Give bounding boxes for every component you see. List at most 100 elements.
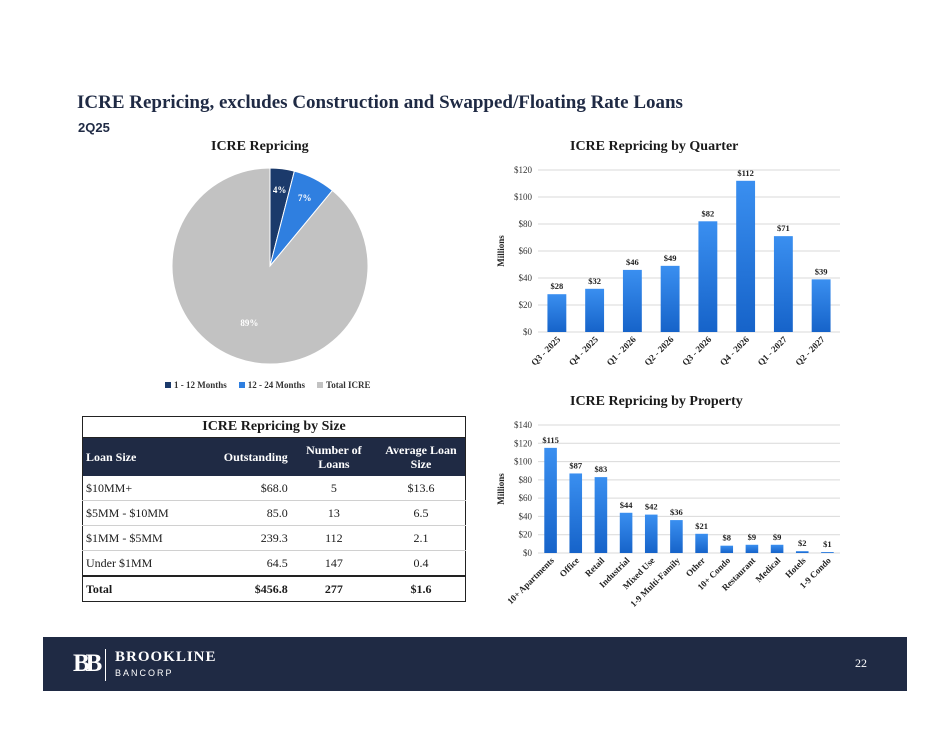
y-tick-label: $60 [519, 246, 533, 256]
bar-data-label: $36 [670, 507, 683, 517]
bar-q1-2026 [622, 269, 642, 332]
x-tick-label: Q4 - 2025 [567, 334, 601, 368]
pie-data-label: 89% [240, 318, 258, 328]
y-tick-label: $40 [519, 511, 533, 521]
cell-total-number-of-loans: 277 [290, 575, 377, 602]
pie-data-label: 4% [273, 185, 287, 195]
table-header-row: Loan Size Outstanding Number of Loans Av… [82, 437, 466, 476]
bar-data-label: $71 [777, 223, 790, 233]
cell-number-of-loans: 13 [290, 500, 377, 526]
bar-data-label: $112 [737, 168, 754, 178]
bar-data-label: $49 [664, 253, 677, 263]
bar-data-label: $44 [620, 500, 634, 510]
cell-outstanding: 85.0 [196, 500, 291, 526]
table-row: Under $1MM 64.5 147 0.4 [82, 550, 466, 577]
legend-swatch-icon [238, 382, 245, 388]
logo-divider [105, 649, 106, 681]
y-tick-label: $100 [514, 192, 533, 202]
col-header-loan-size: Loan Size [82, 437, 197, 476]
col-header-outstanding: Outstanding [196, 437, 291, 476]
bar-data-label: $42 [645, 502, 658, 512]
table-row: $10MM+ $68.0 5 $13.6 [82, 476, 466, 501]
bar-data-label: $39 [815, 266, 828, 276]
bar-mixed-use [644, 514, 658, 553]
bar-office [569, 473, 583, 553]
y-tick-label: $120 [514, 165, 533, 175]
cell-average-loan-size: 2.1 [376, 525, 466, 551]
bar-q3-2025 [547, 294, 567, 332]
cell-outstanding: $68.0 [196, 476, 291, 501]
bar-data-label: $46 [626, 257, 639, 267]
legend-label: Total ICRE [326, 380, 371, 390]
company-subname: BANCORP [115, 668, 174, 678]
table-total-row: Total $456.8 277 $1.6 [82, 575, 466, 602]
bar-1-9-condo [821, 552, 834, 553]
y-tick-label: $100 [514, 457, 533, 467]
bar-data-label: $115 [542, 435, 559, 445]
quarter-bar-chart: $0 $20 $40 $60 $80 $100 $120 Millions $28 Q3 - 20… [496, 165, 840, 368]
cell-outstanding: 64.5 [196, 550, 291, 577]
y-tick-label: $120 [514, 438, 533, 448]
period-subtitle: 2Q25 [78, 120, 110, 135]
bar-10-condo [720, 545, 734, 553]
bar-medical [770, 544, 784, 553]
size-table: ICRE Repricing by Size Loan Size Outstan… [82, 416, 466, 602]
table-row: $5MM - $10MM 85.0 13 6.5 [82, 500, 466, 526]
legend-item-total-icre: Total ICRE [317, 380, 370, 390]
pie-slice-total-icre [171, 167, 369, 365]
x-tick-label: Q3 - 2026 [680, 334, 714, 368]
cell-number-of-loans: 5 [290, 476, 377, 501]
table-row: $1MM - $5MM 239.3 112 2.1 [82, 525, 466, 551]
y-tick-label: $20 [519, 300, 533, 310]
legend-item-1-12-months: 1 - 12 Months [165, 380, 227, 390]
bar-q4-2025 [585, 288, 605, 332]
cell-number-of-loans: 147 [290, 550, 377, 577]
legend-label: 12 - 24 Months [247, 380, 306, 390]
company-name: BROOKLINE [115, 649, 217, 665]
bar-data-label: $1 [823, 539, 832, 549]
bar-data-label: $87 [569, 460, 583, 470]
cell-average-loan-size: 6.5 [376, 500, 466, 526]
bar-data-label: $21 [695, 521, 708, 531]
page-number: 22 [855, 656, 867, 670]
x-tick-label: 10+ Apartments [505, 555, 556, 606]
bar-10-apartments [544, 447, 557, 553]
y-axis-label: Millions [496, 473, 506, 505]
cell-total-outstanding: $456.8 [196, 575, 291, 602]
bar-data-label: $8 [723, 533, 732, 543]
cell-outstanding: 239.3 [196, 525, 291, 551]
bar-q2-2026 [660, 265, 680, 332]
bar-industrial [619, 512, 633, 553]
x-tick-label: Office [557, 555, 581, 579]
x-tick-label: Q3 - 2025 [529, 334, 563, 368]
cell-loan-size: $5MM - $10MM [82, 500, 197, 526]
cell-loan-size: Under $1MM [82, 550, 197, 577]
col-header-average-loan-size: Average Loan Size [376, 437, 466, 476]
bar-retail [594, 477, 608, 553]
y-tick-label: $40 [519, 273, 533, 283]
cell-number-of-loans: 112 [290, 525, 377, 551]
cell-total-label: Total [82, 575, 197, 602]
pie-legend: 1 - 12 Months 12 - 24 Months Total ICRE [165, 380, 370, 390]
bar-data-label: $9 [748, 532, 757, 542]
x-tick-label: Other [684, 555, 707, 578]
bar-1-9-multi-family [670, 520, 683, 553]
pie-data-label: 7% [298, 193, 312, 203]
y-tick-label: $80 [519, 475, 533, 485]
y-tick-label: $0 [523, 327, 533, 337]
cell-average-loan-size: $13.6 [376, 476, 466, 501]
bar-q1-2027 [773, 236, 793, 332]
y-tick-label: $140 [514, 420, 533, 430]
page-title: ICRE Repricing, excludes Construction an… [77, 92, 683, 113]
y-tick-label: $0 [523, 548, 533, 558]
col-header-number-of-loans: Number of Loans [290, 437, 377, 476]
bar-data-label: $9 [773, 532, 782, 542]
cell-average-loan-size: 0.4 [376, 550, 466, 577]
legend-swatch-icon [317, 382, 324, 388]
x-tick-label: Medical [754, 555, 783, 584]
property-chart-title: ICRE Repricing by Property [570, 394, 743, 409]
cell-loan-size: $10MM+ [82, 476, 197, 501]
bar-q4-2026 [736, 180, 756, 332]
bar-q3-2026 [698, 221, 718, 332]
bar-restaurant [745, 544, 759, 553]
